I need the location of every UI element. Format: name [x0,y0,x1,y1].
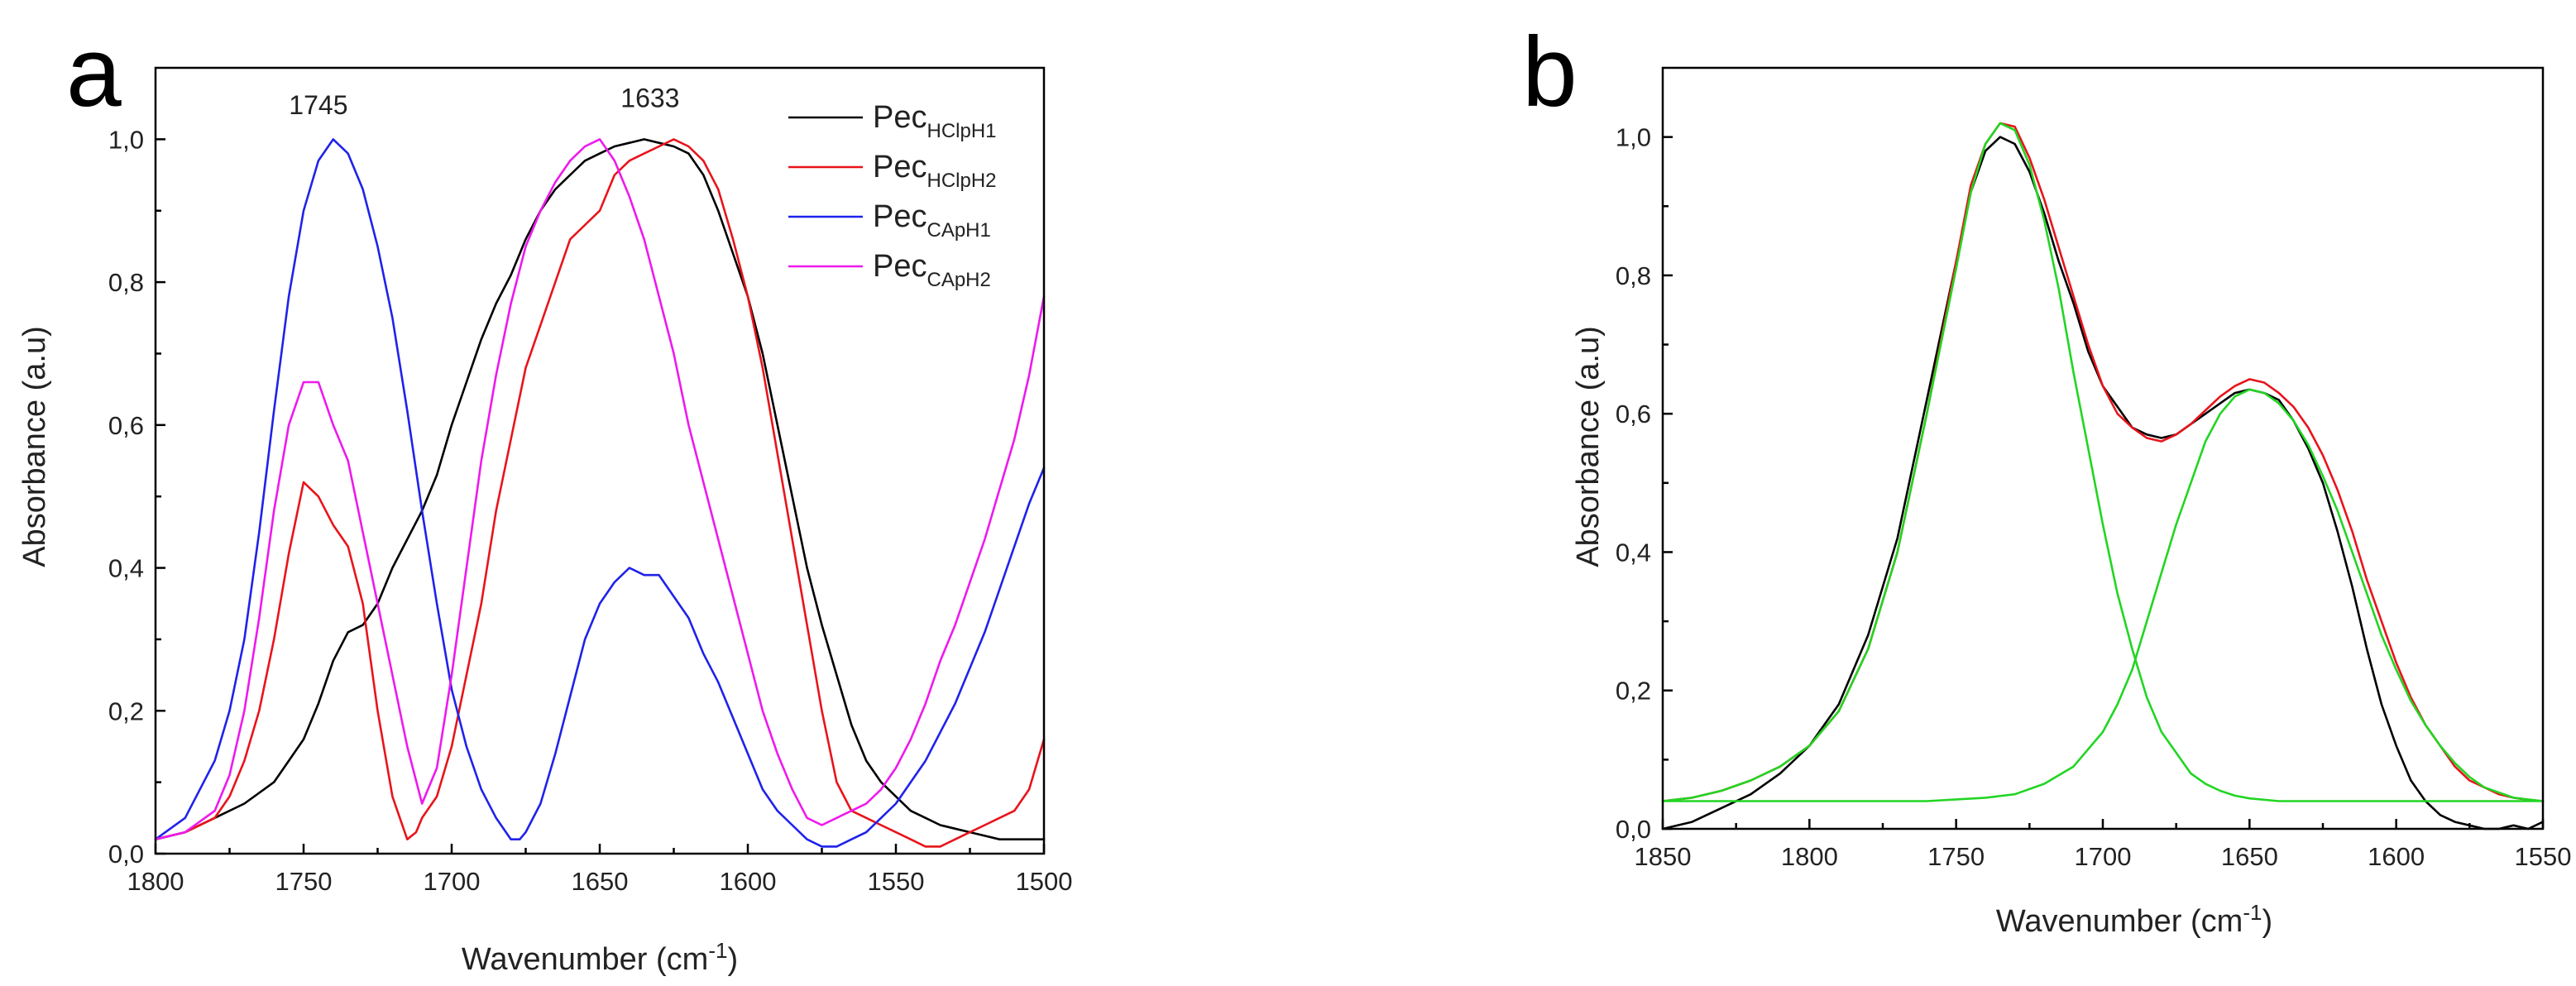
legend-label-1: PecHClpH2 [873,150,997,192]
y-tick-label-b-0: 0,0 [1616,815,1651,844]
x-tick-label-b-4: 1650 [2221,842,2278,871]
x-tick-label-b-6: 1550 [2515,842,2572,871]
x-tick-label-a-6: 1500 [1016,867,1073,896]
ticks-b: 1850 1800 1750 1700 1650 1600 1550 0,0 0,2 0,4 0,6… [1616,123,2572,871]
x-tick-label-a-5: 1550 [868,867,925,896]
x-tick-label-a-1: 1750 [275,867,333,896]
x-tick-label-a-2: 1700 [424,867,481,896]
panel-letter-a: a [66,17,122,127]
legend-label-3: PecCApH2 [873,249,991,291]
y-tick-label-a-4: 0,8 [108,268,144,297]
x-tick-label-b-1: 1800 [1781,842,1838,871]
peak-label-0: 1745 [289,90,347,120]
panel-a: a Absorbance (a.u) Wavenumber (cm-1) 180… [17,17,1072,977]
series-line-b-0 [1661,136,2545,830]
x-tick-label-b-3: 1700 [2075,842,2132,871]
y-tick-label-b-3: 0,6 [1616,400,1651,428]
y-tick-label-a-2: 0,4 [108,554,144,583]
series-layer-a [154,138,1046,848]
y-tick-label-b-1: 0,2 [1616,677,1651,706]
annotations-a: 1745 1633 [289,84,679,121]
y-tick-label-a-3: 0,6 [108,411,144,440]
y-tick-label-a-5: 1,0 [108,125,144,154]
x-tick-label-b-2: 1750 [1927,842,1985,871]
series-layer-b [1661,122,2545,830]
x-tick-label-a-4: 1600 [720,867,777,896]
x-tick-label-b-0: 1850 [1635,842,1692,871]
plot-frame-b [1661,66,2545,830]
legend-label-0: PecHClpH1 [873,100,997,142]
panel-b: b Absorbance (a.u) Wavenumber (cm-1) 185… [1522,17,2571,939]
y-tick-label-b-2: 0,4 [1616,538,1651,567]
series-line-b-2 [1661,122,2545,802]
legend-a: PecHClpH1 PecHClpH2 PecCApH1 PecCApH2 [788,100,997,291]
series-line-a-0 [154,138,1046,840]
y-tick-label-a-1: 0,2 [108,696,144,725]
y-tick-label-a-0: 0,0 [108,840,144,869]
ticks-a: 1800 1750 1700 1650 1600 1550 1500 0,0 0,2 0,4 0,6… [108,125,1073,896]
y-axis-title-b: Absorbance (a.u) [1571,326,1606,567]
y-tick-label-b-4: 0,8 [1616,261,1651,290]
x-tick-label-b-5: 1600 [2368,842,2425,871]
x-tick-label-a-0: 1800 [127,867,184,896]
series-line-b-3 [1661,388,2545,802]
x-tick-label-a-3: 1650 [572,867,629,896]
y-tick-label-b-5: 1,0 [1616,123,1651,152]
panel-letter-b: b [1522,17,1578,127]
y-axis-title-a: Absorbance (a.u) [17,326,52,567]
series-line-a-3 [154,138,1046,840]
plot-frame-a [154,66,1046,855]
peak-label-1: 1633 [620,84,679,113]
legend-label-2: PecCApH1 [873,199,991,242]
x-axis-title-b: Wavenumber (cm-1) [1996,900,2272,939]
series-line-a-2 [154,138,1046,848]
x-axis-title-a: Wavenumber (cm-1) [462,938,738,977]
series-line-a-1 [154,138,1046,848]
